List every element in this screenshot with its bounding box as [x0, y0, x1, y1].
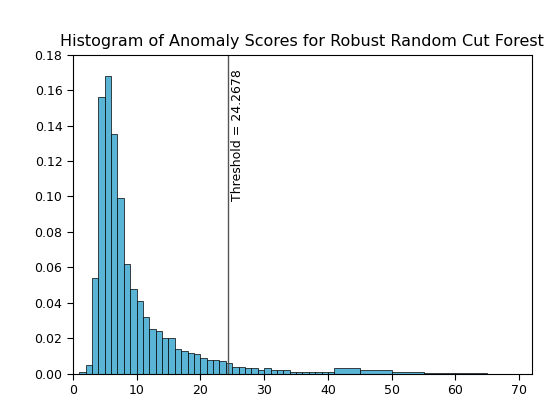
- Bar: [455, 373, 487, 374]
- Bar: [181, 351, 188, 374]
- Bar: [220, 361, 226, 374]
- Bar: [264, 368, 270, 374]
- Bar: [328, 372, 334, 374]
- Bar: [391, 372, 423, 374]
- Bar: [226, 363, 232, 374]
- Bar: [321, 372, 328, 374]
- Bar: [315, 372, 321, 374]
- Bar: [194, 354, 200, 374]
- Bar: [105, 76, 111, 374]
- Bar: [86, 365, 92, 374]
- Bar: [296, 372, 302, 374]
- Bar: [156, 331, 162, 374]
- Bar: [270, 370, 277, 374]
- Bar: [175, 349, 181, 374]
- Bar: [360, 370, 391, 374]
- Bar: [92, 278, 99, 374]
- Bar: [245, 368, 251, 374]
- Bar: [137, 301, 143, 374]
- Title: Histogram of Anomaly Scores for Robust Random Cut Forest: Histogram of Anomaly Scores for Robust R…: [60, 34, 544, 49]
- Bar: [99, 97, 105, 374]
- Bar: [239, 367, 245, 374]
- Bar: [213, 360, 220, 374]
- Bar: [169, 339, 175, 374]
- Bar: [251, 368, 258, 374]
- Bar: [188, 352, 194, 374]
- Bar: [232, 367, 239, 374]
- Bar: [162, 339, 169, 374]
- Bar: [277, 370, 283, 374]
- Bar: [258, 370, 264, 374]
- Bar: [118, 198, 124, 374]
- Bar: [423, 373, 455, 374]
- Bar: [150, 329, 156, 374]
- Bar: [290, 372, 296, 374]
- Bar: [283, 370, 290, 374]
- Bar: [130, 289, 137, 374]
- Bar: [207, 360, 213, 374]
- Bar: [309, 372, 315, 374]
- Text: Threshold = 24.2678: Threshold = 24.2678: [231, 69, 244, 201]
- Bar: [302, 372, 309, 374]
- Bar: [79, 372, 86, 374]
- Bar: [111, 134, 118, 374]
- Bar: [124, 264, 130, 374]
- Bar: [200, 358, 207, 374]
- Bar: [334, 368, 360, 374]
- Bar: [143, 317, 150, 374]
